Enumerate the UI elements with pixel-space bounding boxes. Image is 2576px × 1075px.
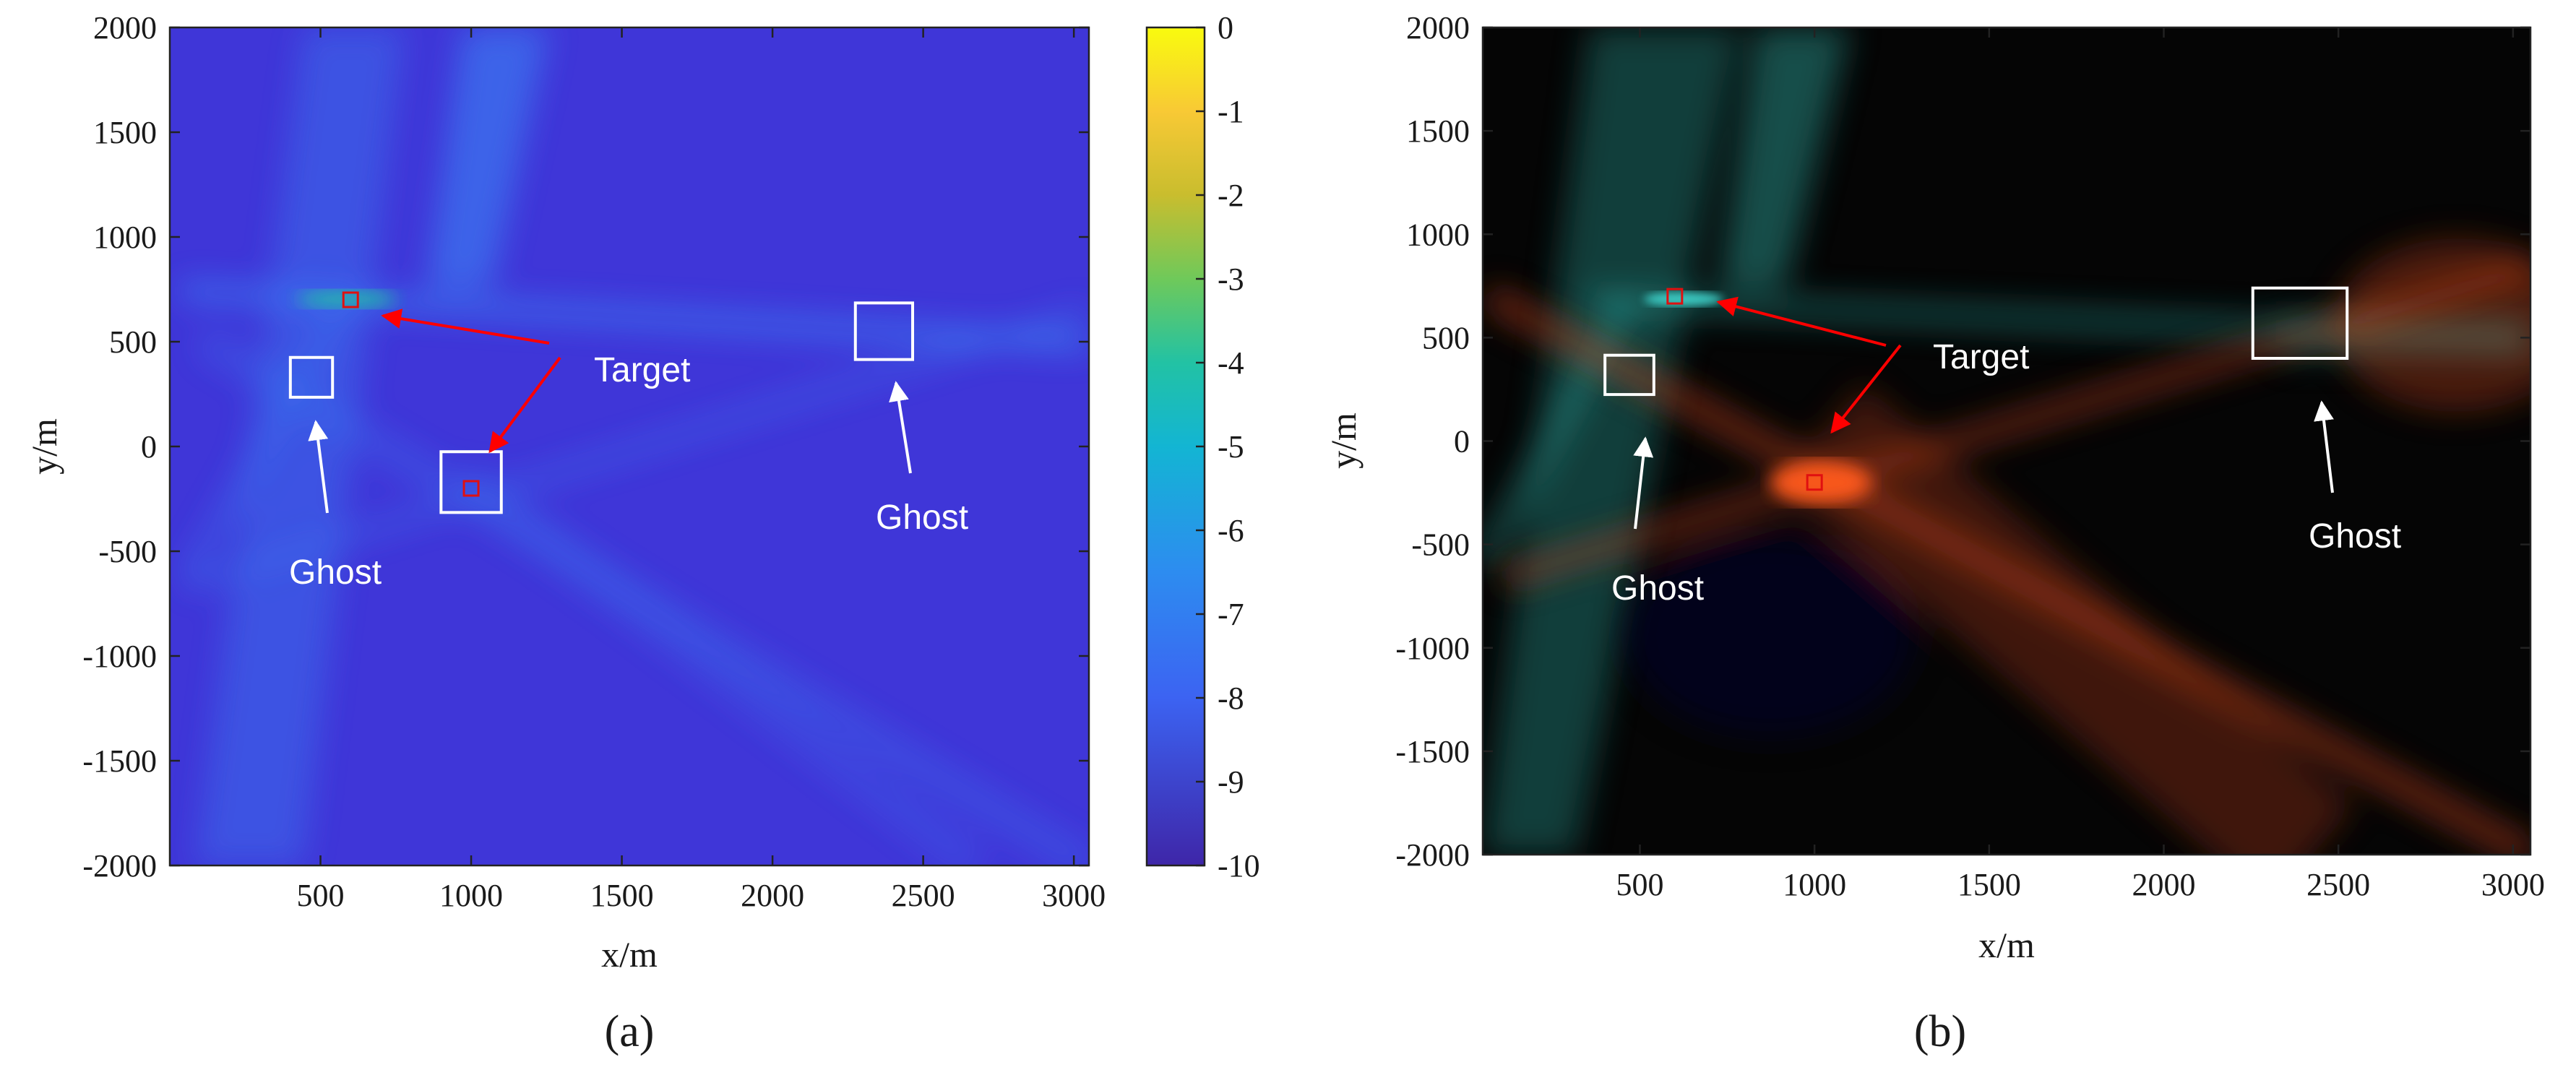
target-arrow-b-2 [1830,344,1902,434]
y-tick-label: -500 [98,534,157,569]
ghost-box [853,301,915,361]
ghost-box [2251,286,2349,360]
heatmap-b-orange-streaks [1483,238,2530,855]
y-tick-label: 0 [1454,424,1470,459]
y-axis-label-b: y/m [1323,413,1364,469]
target-marker [342,291,359,308]
colorbar-tick-label: 0 [1218,10,1233,46]
colorbar-tick-label: -3 [1218,262,1244,297]
y-tick-label: 500 [1422,320,1470,355]
colorbar-tick-label: -7 [1218,597,1244,632]
y-tick-label: 1500 [93,115,157,150]
ghost-label-b-1: Ghost [1611,569,1704,608]
targets-a [342,291,480,497]
target-marker [1806,474,1823,491]
target-label-a: Target [594,351,690,389]
y-tick-label: -2000 [82,848,157,884]
ghost-arrow-b-2 [2314,400,2334,493]
y-tick-label: 2000 [93,10,157,46]
boxes-a [288,301,915,514]
panel-label-b: (b) [1914,1007,1966,1056]
x-axis-label-b: x/m [1978,925,2035,965]
colorbar-tick-label: -1 [1218,94,1244,129]
y-tick-label: 1500 [1406,113,1470,149]
colorbar-tick-label: -9 [1218,764,1244,800]
ghost-box [288,355,335,399]
y-tick-label: -1000 [1395,631,1470,666]
heatmap-a [170,27,1089,865]
y-tick-label: 0 [141,429,157,465]
x-tick-label: 500 [297,878,345,913]
y-tick-label: 1000 [93,220,157,255]
ghost-box [1603,353,1655,397]
hotspot-b-cyan [1644,292,1723,306]
ghost-arrow-a-2 [889,381,912,474]
x-tick-label: 1500 [590,878,654,913]
y-tick-label: 2000 [1406,10,1470,46]
target-arrow-a-2 [488,356,561,454]
x-axis-label-a: x/m [601,934,658,975]
x-tick-label: 1500 [1957,867,2021,902]
x-tick-label: 3000 [1042,878,1106,913]
x-ticks-a: 500 1000 1500 2000 2500 3000 [297,27,1106,913]
ghost-box [439,450,503,514]
ghost-arrow-a-1 [308,420,329,514]
y-tick-label: -500 [1411,527,1470,563]
colorbar-ticks: 0 -1 -2 -3 -4 -5 -6 -7 -8 -9 -10 [1196,10,1260,884]
colorbar-tick-label: -8 [1218,681,1244,716]
target-arrow-a-1 [381,308,550,345]
colorbar [1145,26,1206,867]
x-tick-label: 2500 [892,878,955,913]
x-tick-label: 2000 [741,878,804,913]
x-tick-label: 2500 [2306,867,2370,902]
target-marker [462,480,480,497]
x-ticks-b: 500 1000 1500 2000 2500 3000 [1616,27,2545,902]
colorbar-tick-label: -2 [1218,178,1244,213]
x-tick-label: 1000 [1783,867,1846,902]
x-tick-label: 500 [1616,867,1664,902]
panel-label-a: (a) [605,1007,655,1056]
heatmap-b [1483,27,2530,855]
colorbar-tick-label: -4 [1218,345,1244,381]
panel-a: 500 1000 1500 2000 2500 3000 -2000-1500-1000-… [24,10,1260,1056]
x-tick-label: 2000 [2132,867,2196,902]
ghost-label-a-1: Ghost [289,553,382,592]
x-tick-label: 3000 [2481,867,2545,902]
target-arrow-b-1 [1716,296,1887,347]
y-tick-label: -1500 [82,743,157,779]
y-ticks-b: -2000 -1500 -1000 -500 0 500 1000 1500 2000 [1395,10,2530,873]
x-tick-label: 1000 [439,878,503,913]
targets-b [1666,288,1823,491]
colorbar-tick-label: -10 [1218,848,1260,884]
hotspot-a [296,290,397,308]
y-axis-label-a: y/m [24,418,64,475]
colorbar-tick-label: -5 [1218,429,1244,465]
ghost-arrow-b-1 [1633,436,1654,530]
target-marker [1666,288,1684,305]
y-tick-label: 500 [109,324,157,360]
target-label-b: Target [1933,338,2029,376]
y-tick-label: 1000 [1406,217,1470,252]
y-tick-label: -1000 [82,639,157,674]
y-tick-label: -1500 [1395,734,1470,769]
colorbar-tick-label: -6 [1218,513,1244,548]
ghost-label-b-2: Ghost [2309,517,2401,556]
panel-b: 500 1000 1500 2000 2500 3000 -2000-1500-1000-… [1323,10,2545,1056]
ghost-label-a-2: Ghost [876,498,968,537]
y-tick-label: -2000 [1395,837,1470,873]
boxes-b [1603,286,2349,397]
y-ticks-a: -2000 -1500 -1000 -500 0 500 1000 1500 2000 [82,10,1089,884]
